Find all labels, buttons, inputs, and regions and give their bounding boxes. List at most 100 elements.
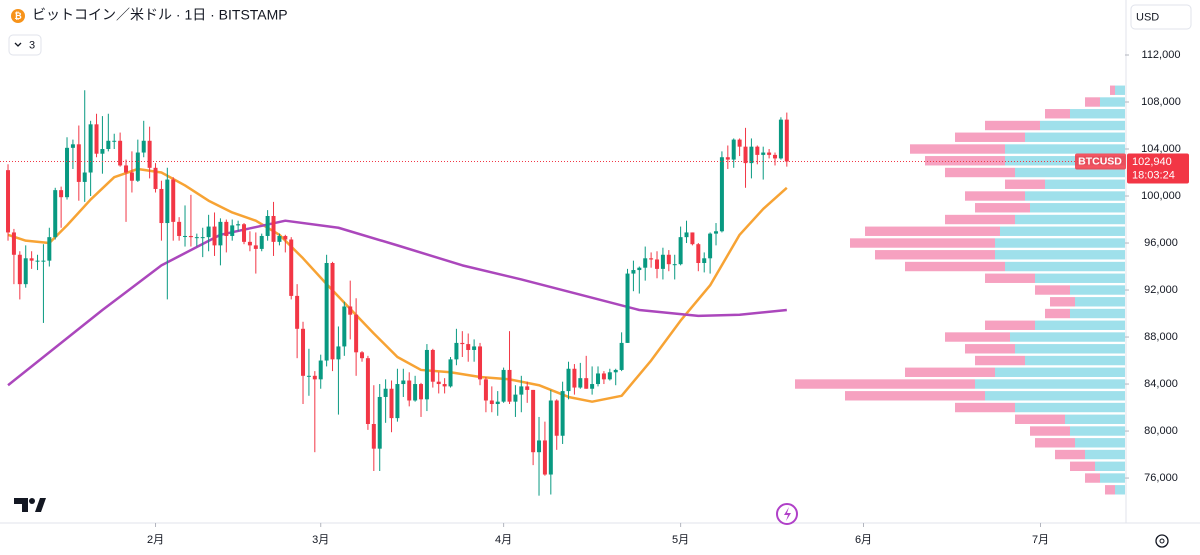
lightning (784, 507, 791, 521)
candle-body (655, 259, 660, 269)
candle-body (489, 400, 494, 405)
candle-body (159, 188, 164, 224)
profile-down-bar (1035, 438, 1075, 448)
indicator-toggle-box[interactable] (8, 34, 42, 56)
candle-body (531, 389, 536, 453)
tv-logo (14, 498, 46, 512)
x-tick-label: 7月 (1032, 534, 1049, 546)
symbol-label: BTCUSD (1078, 156, 1122, 168)
y-tick-label: 88,000 (1144, 331, 1178, 343)
candle-body (194, 237, 199, 239)
candle-body (301, 328, 306, 376)
candle-body (430, 349, 435, 382)
candle-body (29, 258, 34, 261)
chart-title: ビットコイン／米ドル · 1日 · BITSTAMP (32, 7, 288, 23)
candle-body (743, 146, 748, 164)
gear[interactable] (1155, 534, 1169, 548)
candle-body (478, 346, 483, 380)
profile-down-bar (985, 320, 1035, 330)
indicator-toggle[interactable]: 3 (8, 34, 42, 56)
candle-body (519, 386, 524, 395)
y-tick-label: 76,000 (1144, 472, 1178, 484)
x-tick-label: 3月 (312, 534, 329, 546)
candle-body (613, 369, 618, 373)
candle-body (35, 260, 40, 262)
profile-up-bar (1100, 97, 1125, 107)
profile-down-bar (1085, 97, 1100, 107)
candle-body (389, 388, 394, 419)
news-icon[interactable] (776, 503, 798, 525)
candle-body (596, 373, 601, 385)
profile-down-bar (1045, 109, 1070, 119)
profile-up-bar (1070, 308, 1125, 319)
profile-down-bar (1110, 85, 1115, 95)
profile-up-bar (1070, 285, 1125, 295)
profile-up-bar (1040, 120, 1125, 131)
profile-up-bar (975, 379, 1125, 389)
settings-icon[interactable] (1155, 534, 1169, 548)
candle-body (501, 369, 506, 402)
profile-down-bar (965, 191, 1025, 201)
candle-body (419, 384, 424, 400)
currency-button[interactable]: USD (1130, 4, 1192, 30)
profile-up-bar (1025, 355, 1125, 366)
candle-body (761, 152, 766, 155)
candle-body (124, 165, 129, 173)
profile-up-bar (1070, 109, 1125, 119)
candle-body (141, 140, 146, 153)
candle-body (236, 224, 241, 226)
candle-body (82, 172, 87, 182)
currency-box[interactable] (1130, 4, 1192, 30)
gear-core (1159, 538, 1165, 544)
y-tick-label: 92,000 (1144, 284, 1178, 296)
candle-body (560, 391, 565, 436)
y-tick-label: 104,000 (1141, 143, 1181, 155)
x-tick-label: 5月 (672, 534, 689, 546)
countdown-label: 18:03:24 (1132, 169, 1175, 181)
profile-up-bar (1010, 332, 1125, 342)
chevron (14, 42, 22, 47)
candle-body (253, 245, 258, 249)
candle-body (542, 440, 547, 475)
candle-body (153, 167, 158, 189)
candle-body (324, 262, 329, 361)
candle-body (183, 235, 188, 237)
profile-up-bar (1000, 226, 1125, 236)
candle-body (755, 146, 760, 155)
candle-body (23, 258, 28, 285)
profile-down-bar (905, 261, 1005, 272)
candle-body (466, 344, 471, 350)
profile-down-bar (945, 167, 1015, 178)
moving-average-line (7, 167, 788, 403)
profile-up-bar (1005, 156, 1125, 166)
profile-up-bar (1015, 344, 1125, 354)
candle-body (206, 226, 211, 238)
x-tick-label: 2月 (147, 534, 164, 546)
last-price-label: 102,940 (1132, 156, 1172, 168)
candle-body (188, 235, 193, 238)
candle-body (601, 373, 606, 380)
candle-body (401, 380, 406, 385)
candle-body (230, 225, 235, 236)
candle-body (454, 342, 459, 360)
profile-up-bar (1095, 461, 1125, 471)
profile-down-bar (965, 344, 1015, 354)
profile-up-bar (985, 391, 1125, 401)
x-tick-label: 6月 (855, 534, 872, 546)
candle-body (696, 244, 701, 263)
candle-body (65, 147, 70, 198)
logo-part (29, 498, 35, 504)
profile-down-bar (865, 226, 1000, 236)
profile-up-bar (1015, 167, 1125, 178)
candle-body (702, 258, 707, 263)
profile-down-bar (1045, 308, 1070, 319)
candle-body (212, 226, 217, 246)
profile-up-bar (1115, 85, 1125, 95)
candle-body (537, 440, 542, 453)
profile-up-bar (1065, 414, 1125, 424)
candle-body (59, 190, 64, 198)
profile-up-bar (995, 367, 1125, 377)
profile-up-bar (1070, 426, 1125, 436)
candle-body (607, 372, 612, 380)
